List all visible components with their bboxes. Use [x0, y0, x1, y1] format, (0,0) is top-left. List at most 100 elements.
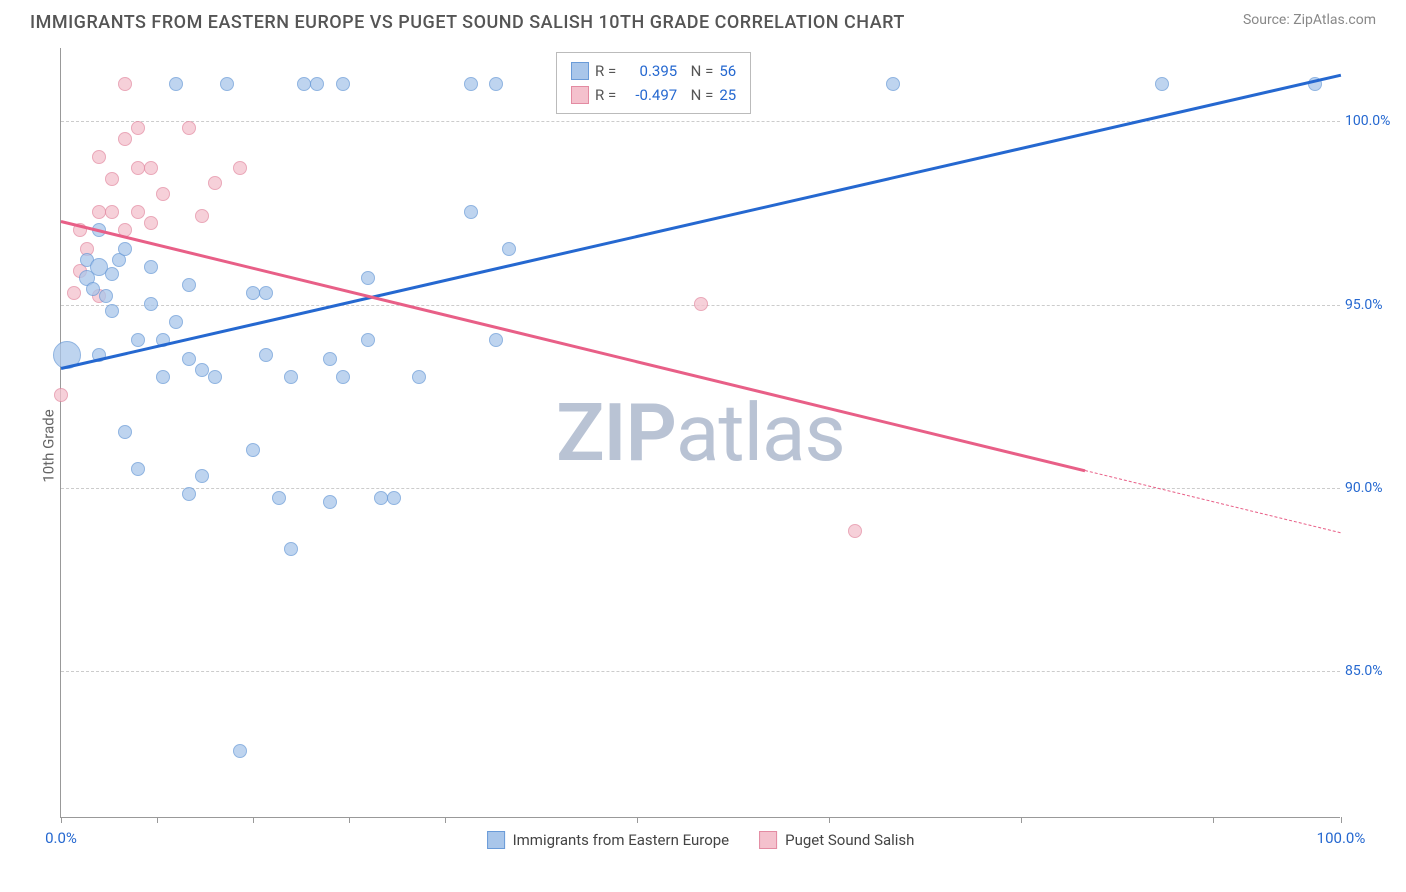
- scatter-point-series1: [169, 315, 183, 329]
- legend-swatch: [571, 86, 589, 104]
- scatter-point-series2: [118, 77, 132, 91]
- y-tick-label: 95.0%: [1345, 297, 1400, 313]
- legend-item: Immigrants from Eastern Europe: [487, 831, 730, 849]
- trendline-series2-dash: [1085, 470, 1341, 533]
- gridline: [61, 121, 1340, 122]
- scatter-point-series1: [464, 205, 478, 219]
- scatter-point-series2: [131, 121, 145, 135]
- legend-swatch: [571, 62, 589, 80]
- gridline: [61, 488, 1340, 489]
- scatter-point-series1: [489, 77, 503, 91]
- series-legend: Immigrants from Eastern Europe Puget Soun…: [487, 831, 915, 849]
- scatter-point-series1: [220, 77, 234, 91]
- scatter-point-series1: [323, 352, 337, 366]
- r-label: R =: [595, 59, 616, 83]
- scatter-point-series1: [182, 487, 196, 501]
- scatter-point-series1: [169, 77, 183, 91]
- scatter-point-series1: [105, 267, 119, 281]
- r-label: R =: [595, 83, 616, 107]
- scatter-point-series2: [182, 121, 196, 135]
- scatter-point-series2: [848, 524, 862, 538]
- scatter-point-series1: [131, 333, 145, 347]
- x-tick-mark: [637, 817, 638, 823]
- scatter-point-series1: [886, 77, 900, 91]
- scatter-point-series2: [131, 205, 145, 219]
- scatter-point-series1: [412, 370, 426, 384]
- x-tick-label: 0.0%: [45, 829, 77, 847]
- scatter-point-series1: [99, 289, 113, 303]
- scatter-point-series2: [105, 172, 119, 186]
- n-value: 56: [719, 59, 736, 83]
- scatter-point-series1: [464, 77, 478, 91]
- scatter-point-series1: [336, 370, 350, 384]
- x-tick-label: 100.0%: [1317, 829, 1366, 847]
- x-tick-mark: [349, 817, 350, 823]
- scatter-point-series1: [310, 77, 324, 91]
- r-value: -0.497: [622, 83, 677, 107]
- legend-item: Puget Sound Salish: [759, 831, 914, 849]
- scatter-point-series1: [323, 495, 337, 509]
- scatter-point-series1: [118, 242, 132, 256]
- legend-label: Puget Sound Salish: [785, 831, 914, 849]
- x-tick-mark: [1213, 817, 1214, 823]
- legend-row: R = -0.497 N =25: [571, 83, 736, 107]
- scatter-point-series1: [86, 282, 100, 296]
- y-axis-label: 10th Grade: [40, 409, 58, 482]
- gridline: [61, 671, 1340, 672]
- scatter-point-series2: [233, 161, 247, 175]
- legend-swatch: [487, 831, 505, 849]
- x-tick-mark: [61, 817, 62, 823]
- trendline-series2: [61, 220, 1086, 472]
- scatter-point-series1: [105, 304, 119, 318]
- chart-title: IMMIGRANTS FROM EASTERN EUROPE VS PUGET …: [30, 12, 905, 33]
- scatter-point-series1: [182, 352, 196, 366]
- scatter-point-series2: [105, 205, 119, 219]
- n-label: N =: [683, 59, 713, 83]
- scatter-point-series1: [246, 443, 260, 457]
- scatter-point-series1: [195, 363, 209, 377]
- correlation-legend: R = 0.395 N =56 R = -0.497 N =25: [556, 52, 751, 114]
- n-label: N =: [683, 83, 713, 107]
- r-value: 0.395: [622, 59, 677, 83]
- scatter-point-series1: [361, 333, 375, 347]
- x-tick-mark: [1341, 817, 1342, 823]
- scatter-point-series1: [259, 348, 273, 362]
- scatter-point-series1: [144, 297, 158, 311]
- scatter-point-series1: [336, 77, 350, 91]
- y-tick-label: 100.0%: [1345, 113, 1400, 129]
- legend-label: Immigrants from Eastern Europe: [513, 831, 730, 849]
- plot-area: ZIPatlas 100.0%95.0%90.0%85.0%0.0%100.0%…: [60, 48, 1340, 818]
- watermark-bold: ZIP: [556, 386, 676, 480]
- trendline-series1: [61, 74, 1342, 370]
- scatter-point-series1: [131, 462, 145, 476]
- scatter-point-series2: [67, 286, 81, 300]
- source-label: Source: ZipAtlas.com: [1243, 12, 1376, 28]
- scatter-point-series2: [54, 388, 68, 402]
- x-tick-mark: [829, 817, 830, 823]
- scatter-point-series2: [694, 297, 708, 311]
- scatter-point-series2: [208, 176, 222, 190]
- scatter-point-series1: [1155, 77, 1169, 91]
- scatter-point-series1: [387, 491, 401, 505]
- scatter-point-series1: [208, 370, 222, 384]
- watermark-light: atlas: [676, 386, 845, 480]
- x-tick-mark: [1021, 817, 1022, 823]
- scatter-point-series1: [284, 370, 298, 384]
- scatter-point-series2: [144, 161, 158, 175]
- scatter-point-series1: [195, 469, 209, 483]
- scatter-point-series1: [144, 260, 158, 274]
- scatter-point-series1: [361, 271, 375, 285]
- scatter-point-series2: [92, 150, 106, 164]
- scatter-point-series2: [118, 132, 132, 146]
- n-value: 25: [719, 83, 736, 107]
- x-tick-mark: [445, 817, 446, 823]
- x-tick-mark: [157, 817, 158, 823]
- scatter-point-series2: [195, 209, 209, 223]
- legend-row: R = 0.395 N =56: [571, 59, 736, 83]
- y-tick-label: 90.0%: [1345, 480, 1400, 496]
- scatter-point-series1: [233, 744, 247, 758]
- scatter-point-series1: [272, 491, 286, 505]
- scatter-point-series1: [156, 370, 170, 384]
- scatter-point-series1: [284, 542, 298, 556]
- scatter-point-series2: [144, 216, 158, 230]
